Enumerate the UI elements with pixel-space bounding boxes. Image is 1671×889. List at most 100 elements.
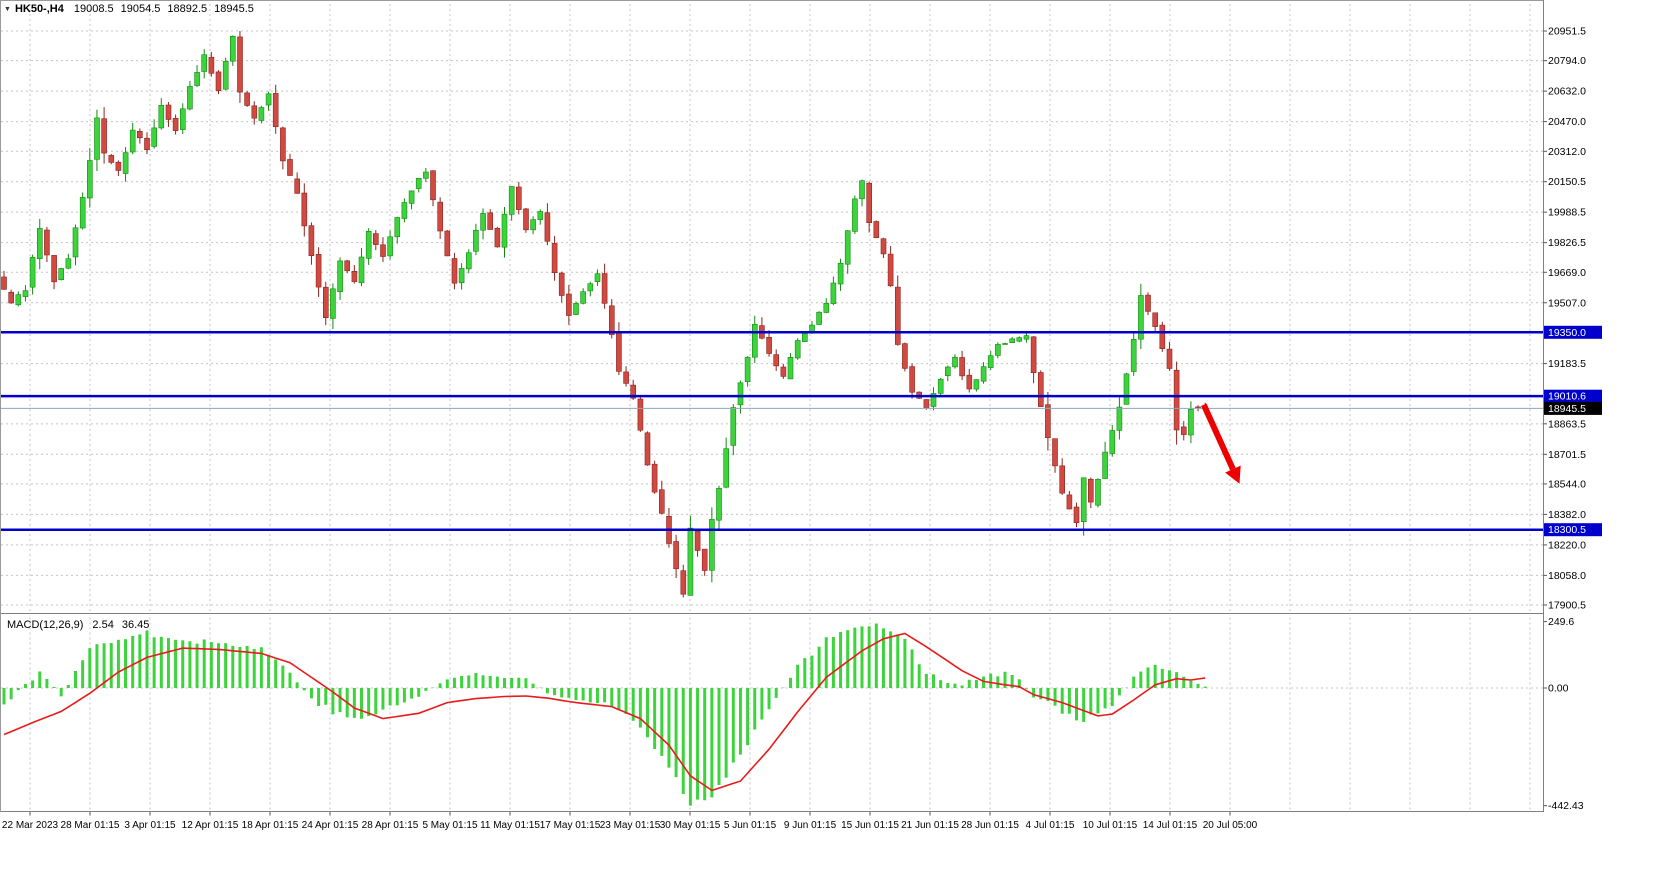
panel-dividers [0,0,1671,812]
candle-bearish [430,170,436,201]
candle-bullish [1116,406,1123,431]
candle-bearish [1088,478,1094,503]
candle-bullish [265,93,272,106]
candle-bearish [44,229,50,256]
candle-bullish [1023,335,1030,340]
candle-bearish [608,305,615,335]
macd-tick-label: 0.00 [1548,683,1569,695]
candle-bearish [437,201,444,232]
candle-bearish [894,286,901,345]
candle-bearish [344,260,351,272]
date-label: 5 Jun 01:15 [724,820,777,831]
candle-bullish [358,256,365,284]
date-label: 12 Apr 01:15 [182,820,239,831]
candle-bearish [215,71,222,91]
candles-layer[interactable] [1,31,1208,598]
candle-bearish [165,104,172,120]
date-label: 20 Jul 05:00 [1203,820,1258,831]
candle-bullish [94,117,100,160]
levels-layer[interactable] [1,331,1543,531]
price-tick-label: 20632.0 [1548,86,1586,98]
candle-bullish [1095,478,1101,506]
candle-bullish [816,311,822,325]
candle-bullish [337,260,343,292]
candle-bullish [394,217,401,238]
candle-bearish [1159,324,1166,350]
candle-bullish [1123,373,1130,405]
candle-bullish [122,152,129,174]
candle-bullish [501,213,508,248]
candle-bullish [1002,343,1008,345]
candle-bullish [22,290,29,297]
date-label: 9 Jun 01:15 [784,820,837,831]
time-axis: 22 Mar 2023 28 Mar 01:15 3 Apr 01:15 12 Apr… [2,812,1258,831]
candle-bearish [251,105,258,119]
chart-header: ▼ HK50-,H4 19008.5 19054.5 18892.5 18945… [4,3,261,15]
price-level-badge [1544,523,1602,537]
ohlc-close-value: 18945.5 [214,3,254,15]
candle-bullish [937,378,944,394]
price-level-badge-label: 19350.0 [1548,327,1586,339]
date-label: 28 Mar 01:15 [61,820,120,831]
candle-bearish [144,137,150,150]
candle-bearish [1166,348,1173,369]
candle-bearish [623,371,629,384]
macd-tick-label: -442.43 [1548,800,1584,812]
candle-bullish [1138,295,1144,340]
candle-bearish [673,541,679,570]
candle-bearish [380,244,386,257]
candle-bullish [201,54,207,72]
candle-bearish [523,208,529,231]
candle-bullish [415,178,422,189]
arrow-shaft[interactable] [1201,403,1236,471]
macd-main-value: 2.54 [92,619,114,631]
candle-bearish [959,357,965,377]
candle-bullish [709,519,715,571]
candle-bullish [36,228,43,259]
candle-bearish [780,366,787,377]
current-price-badge-label: 18945.5 [1548,403,1586,415]
candle-bearish [115,161,122,171]
macd-signal-value: 36.45 [121,619,150,631]
candle-bearish [544,212,551,242]
candle-bullish [587,283,594,292]
arrow-head-icon[interactable] [1225,465,1241,484]
candle-bearish [766,336,772,354]
candle-bearish [1073,506,1080,523]
candle-bullish [687,527,694,596]
price-tick-label: 19669.0 [1548,267,1586,279]
candle-bullish [1009,338,1016,343]
price-tick-label: 19183.5 [1548,358,1586,370]
candle-bearish [887,253,894,287]
date-label: 11 May 01:15 [480,820,540,831]
date-label: 23 May 01:15 [600,820,661,831]
candle-bullish [151,127,157,147]
candle-bullish [72,227,79,258]
candle-bullish [465,252,472,270]
candle-bullish [87,160,93,199]
date-label: 22 Mar 2023 [2,820,59,831]
price-tick-label: 19988.5 [1548,207,1586,219]
candle-bearish [208,56,215,74]
candle-bearish [1145,294,1151,312]
candle-bearish [108,155,115,163]
candle-bullish [859,180,865,200]
price-tick-label: 20150.5 [1548,176,1586,188]
macd-indicator-header: MACD(12,26,9) 2.54 36.45 [7,619,157,631]
candle-bearish [773,354,780,367]
candle-bearish [287,159,293,176]
ohlc-high-value: 19054.5 [120,3,161,15]
candle-bullish [823,302,830,313]
ohlc-low-value: 18892.5 [167,3,208,15]
candle-bearish [923,399,930,409]
price-tick-label: 20951.5 [1548,26,1586,38]
candle-bearish [244,92,250,106]
annotation-layer[interactable] [1201,403,1241,484]
collapse-arrow-icon[interactable]: ▼ [4,5,11,13]
candle-bullish [187,86,193,110]
candle-bearish [487,212,494,230]
candle-bullish [737,382,744,406]
candle-bullish [258,107,265,121]
